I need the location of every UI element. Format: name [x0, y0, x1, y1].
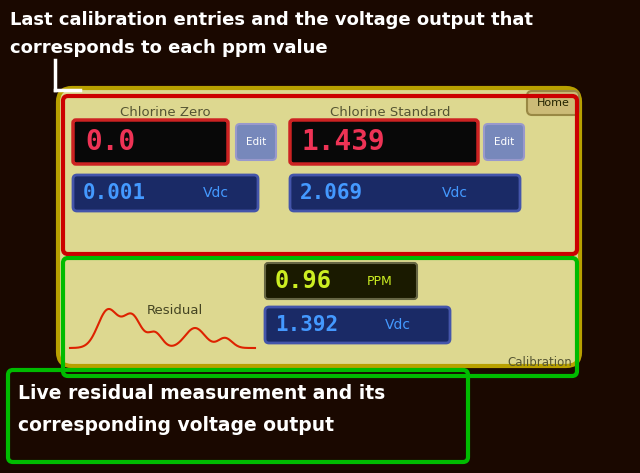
- FancyBboxPatch shape: [73, 175, 258, 211]
- Text: 0.0: 0.0: [85, 128, 135, 156]
- FancyBboxPatch shape: [290, 120, 478, 164]
- Text: Home: Home: [536, 98, 570, 108]
- FancyBboxPatch shape: [290, 175, 520, 211]
- Text: corresponding voltage output: corresponding voltage output: [18, 415, 334, 435]
- Text: 0.96: 0.96: [275, 269, 332, 293]
- Text: Residual: Residual: [147, 304, 203, 316]
- FancyBboxPatch shape: [58, 88, 580, 366]
- FancyBboxPatch shape: [484, 124, 524, 160]
- Text: 1.392: 1.392: [275, 315, 338, 335]
- Text: Chlorine Standard: Chlorine Standard: [330, 105, 451, 119]
- Text: 1.439: 1.439: [302, 128, 386, 156]
- Text: PPM: PPM: [367, 274, 393, 288]
- Text: Chlorine Zero: Chlorine Zero: [120, 105, 211, 119]
- Text: Calibration: Calibration: [508, 356, 572, 368]
- Text: corresponds to each ppm value: corresponds to each ppm value: [10, 39, 328, 57]
- Text: Vdc: Vdc: [442, 186, 468, 200]
- Text: Edit: Edit: [494, 137, 514, 147]
- FancyBboxPatch shape: [236, 124, 276, 160]
- Text: 0.001: 0.001: [83, 183, 146, 203]
- FancyBboxPatch shape: [527, 91, 579, 115]
- Text: Live residual measurement and its: Live residual measurement and its: [18, 384, 385, 403]
- FancyBboxPatch shape: [265, 307, 450, 343]
- Text: Edit: Edit: [246, 137, 266, 147]
- FancyBboxPatch shape: [73, 120, 228, 164]
- Text: Vdc: Vdc: [203, 186, 229, 200]
- Text: 2.069: 2.069: [300, 183, 363, 203]
- FancyBboxPatch shape: [265, 263, 417, 299]
- Text: Vdc: Vdc: [385, 318, 411, 332]
- Text: Last calibration entries and the voltage output that: Last calibration entries and the voltage…: [10, 11, 533, 29]
